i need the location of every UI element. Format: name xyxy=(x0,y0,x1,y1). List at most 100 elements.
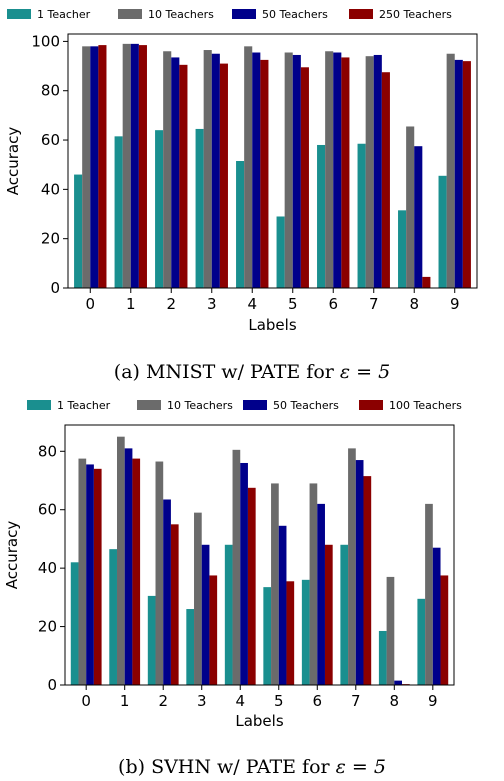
bar-1-teacher-label-0 xyxy=(70,562,79,685)
bar-1-teacher-label-8 xyxy=(378,630,387,685)
y-tick-label: 40 xyxy=(41,180,60,198)
bar-10-teachers-label-8 xyxy=(406,126,415,288)
bar-100-teachers-label-4 xyxy=(247,487,256,685)
bar-250-teachers-label-6 xyxy=(341,57,350,289)
chart-0: 0 20 40 60 80 100 0 1 2 3 4 5 6 7 8 9 Labels Accuracy 1 Te… xyxy=(4,8,478,383)
legend-swatch xyxy=(27,400,51,410)
x-tick-label: 8 xyxy=(409,295,419,313)
plot-frame xyxy=(67,33,478,289)
y-tick-label: 80 xyxy=(41,82,60,100)
bar-1-teacher-label-3 xyxy=(195,128,204,288)
y-tick-label: 100 xyxy=(31,32,60,50)
bar-250-teachers-label-2 xyxy=(179,64,188,288)
bar-100-teachers-label-3 xyxy=(209,575,218,685)
bar-50-teachers-label-0 xyxy=(90,46,99,288)
bar-50-teachers-label-2 xyxy=(163,499,171,685)
bar-10-teachers-label-1 xyxy=(122,43,131,288)
y-tick-label: 60 xyxy=(41,131,60,149)
bar-250-teachers-label-8 xyxy=(422,276,431,288)
x-tick-label: 5 xyxy=(274,692,284,710)
chart-1: 0 20 40 60 80 0 1 2 3 4 5 6 7 8 9 Labels Accuracy 1 Teach… xyxy=(3,399,462,778)
bar-50-teachers-label-9 xyxy=(454,59,463,288)
bar-250-teachers-label-1 xyxy=(138,45,147,288)
legend-swatch xyxy=(359,400,383,410)
legend-swatch xyxy=(137,400,161,410)
x-tick-label: 7 xyxy=(369,295,379,313)
bar-1-teacher-label-5 xyxy=(276,216,285,288)
bar-250-teachers-label-7 xyxy=(381,72,390,288)
bar-10-teachers-label-9 xyxy=(425,503,433,685)
bar-50-teachers-label-5 xyxy=(292,54,301,289)
bar-10-teachers-label-6 xyxy=(325,51,334,289)
x-tick-label: 6 xyxy=(312,692,322,710)
bar-10-teachers-label-7 xyxy=(365,56,374,288)
bar-10-teachers-label-5 xyxy=(284,52,293,288)
x-axis-label: Labels xyxy=(235,712,283,730)
bar-10-teachers-label-8 xyxy=(386,576,395,685)
bar-1-teacher-label-2 xyxy=(147,595,156,685)
x-tick-label: 3 xyxy=(197,692,207,710)
bar-1-teacher-label-3 xyxy=(186,609,195,685)
bar-1-teacher-label-7 xyxy=(357,143,366,288)
bar-250-teachers-label-3 xyxy=(219,63,228,289)
x-tick-label: 1 xyxy=(120,692,130,710)
bar-50-teachers-label-1 xyxy=(124,448,133,685)
legend-label: 1 Teacher xyxy=(57,399,111,412)
bar-50-teachers-label-8 xyxy=(394,680,402,685)
legend: 1 Teacher 10 Teachers 50 Teachers 250 Teach… xyxy=(7,8,452,21)
x-tick-label: 6 xyxy=(328,295,338,313)
bar-250-teachers-label-4 xyxy=(260,59,269,288)
bar-1-teacher-label-6 xyxy=(301,579,310,685)
bar-1-teacher-label-1 xyxy=(109,549,117,685)
x-tick-label: 3 xyxy=(207,295,217,313)
x-tick-label: 0 xyxy=(81,692,91,710)
legend-swatch xyxy=(349,9,373,19)
bar-10-teachers-label-6 xyxy=(309,483,318,685)
y-tick-label: 0 xyxy=(50,279,60,297)
legend-label: 100 Teachers xyxy=(389,399,462,412)
bar-10-teachers-label-2 xyxy=(155,461,164,685)
y-tick-label: 80 xyxy=(38,442,57,460)
bar-50-teachers-label-8 xyxy=(414,146,423,288)
bar-10-teachers-label-9 xyxy=(446,53,455,289)
bar-10-teachers-label-4 xyxy=(244,46,253,288)
legend: 1 Teacher 10 Teachers 50 Teachers 100 Teach… xyxy=(27,399,462,412)
bar-10-teachers-label-3 xyxy=(194,512,202,685)
bar-100-teachers-label-7 xyxy=(363,476,372,685)
bar-1-teacher-label-0 xyxy=(74,174,83,288)
legend-swatch xyxy=(243,400,267,410)
bar-1-teacher-label-8 xyxy=(398,210,407,288)
legend-label: 250 Teachers xyxy=(379,8,452,21)
x-tick-label: 2 xyxy=(158,692,168,710)
bar-50-teachers-label-3 xyxy=(201,544,210,685)
bar-1-teacher-label-1 xyxy=(114,136,123,288)
bar-1-teacher-label-9 xyxy=(417,598,426,685)
bar-10-teachers-label-0 xyxy=(78,458,87,685)
bar-10-teachers-label-3 xyxy=(203,50,212,288)
x-tick-label: 2 xyxy=(166,295,176,313)
y-axis-label: Accuracy xyxy=(4,127,22,196)
caption-epsilon: ε = 5 xyxy=(340,361,390,383)
figure-caption: (a) MNIST w/ PATE for ε = 5 xyxy=(114,361,390,383)
bar-50-teachers-label-4 xyxy=(240,462,248,685)
bar-1-teacher-label-7 xyxy=(340,544,349,685)
bar-1-teacher-label-2 xyxy=(155,130,164,288)
y-tick-label: 20 xyxy=(38,618,57,636)
x-tick-label: 9 xyxy=(428,692,438,710)
bar-50-teachers-label-1 xyxy=(130,43,139,288)
bar-250-teachers-label-9 xyxy=(462,61,471,288)
bar-100-teachers-label-6 xyxy=(324,544,333,685)
x-tick-label: 5 xyxy=(288,295,298,313)
y-tick-label: 20 xyxy=(41,230,60,248)
bar-250-teachers-label-0 xyxy=(98,45,107,288)
x-tick-label: 7 xyxy=(351,692,361,710)
bar-50-teachers-label-2 xyxy=(171,57,180,289)
y-axis-label: Accuracy xyxy=(3,521,21,590)
legend-label: 50 Teachers xyxy=(273,399,339,412)
x-axis-label: Labels xyxy=(248,316,296,334)
x-tick-label: 1 xyxy=(126,295,136,313)
plot-frame xyxy=(64,424,455,686)
legend-label: 1 Teacher xyxy=(37,8,91,21)
y-tick-label: 40 xyxy=(38,559,57,577)
bar-10-teachers-label-4 xyxy=(232,449,241,685)
